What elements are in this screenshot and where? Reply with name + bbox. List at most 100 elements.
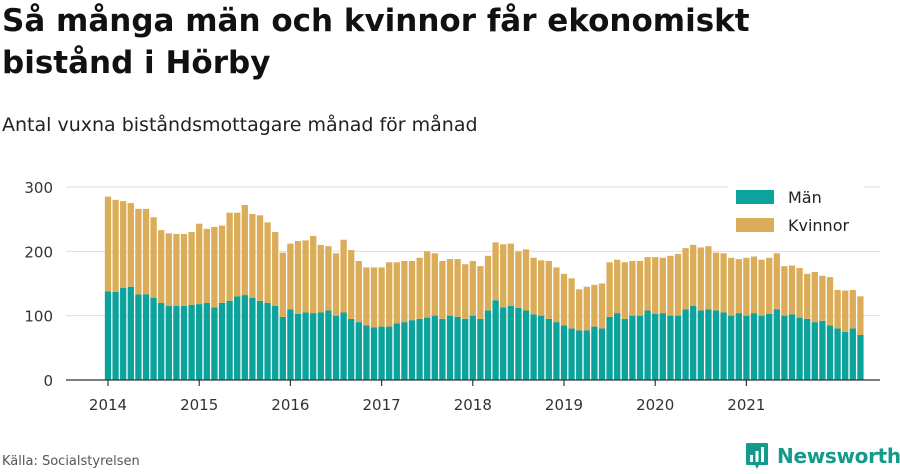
bar-man xyxy=(401,322,408,380)
bar-woman xyxy=(340,239,347,313)
bar-woman xyxy=(150,217,157,298)
bar-man xyxy=(150,297,157,380)
chart-title: Så många män och kvinnor får ekonomiskt … xyxy=(2,3,750,81)
bar-woman xyxy=(332,253,340,316)
bar-woman xyxy=(614,259,621,314)
bar-woman xyxy=(674,253,682,316)
bar-man xyxy=(446,315,454,380)
bar-woman xyxy=(705,246,712,310)
x-tick-label: 2018 xyxy=(454,396,492,414)
bar-man xyxy=(750,313,758,380)
bar-man xyxy=(454,316,461,380)
bar-man xyxy=(682,309,689,380)
bar-woman xyxy=(849,289,856,329)
bar-woman xyxy=(500,244,507,308)
bar-woman xyxy=(462,264,469,319)
bar-woman xyxy=(507,243,514,307)
bar-man xyxy=(188,304,195,380)
bar-woman xyxy=(416,257,423,319)
bar-man xyxy=(500,307,507,380)
bar-woman xyxy=(819,275,826,321)
bar-man xyxy=(674,315,682,380)
bar-woman xyxy=(667,255,674,316)
bar-man xyxy=(560,325,568,380)
bar-man xyxy=(515,307,522,380)
bar-woman xyxy=(104,196,112,292)
bar-woman xyxy=(439,260,446,319)
y-tick-label: 100 xyxy=(24,308,53,326)
bar-man xyxy=(712,310,720,380)
bar-woman xyxy=(241,205,248,296)
bar-woman xyxy=(363,267,370,326)
bar-man xyxy=(165,306,172,380)
bar-man xyxy=(530,314,537,380)
bar-man xyxy=(173,306,180,380)
axes: 0 100 200 300 2014 2015 2016 2017 2018 2019 2020 20… xyxy=(24,179,880,414)
bar-woman xyxy=(690,244,697,307)
bar-man xyxy=(621,318,628,380)
bar-woman xyxy=(652,257,659,314)
bar-man xyxy=(135,294,142,380)
chart-subtitle: Antal vuxna biståndsmottagare månad för … xyxy=(2,114,478,136)
bar-man xyxy=(302,312,309,380)
bar-woman xyxy=(446,259,454,316)
bar-woman xyxy=(826,277,834,326)
bar-man xyxy=(484,310,492,380)
bar-woman xyxy=(370,267,378,328)
bar-man xyxy=(735,313,742,380)
brand-name: Newsworthy xyxy=(777,444,900,468)
bar-man xyxy=(583,330,590,380)
bar-man xyxy=(545,318,552,380)
bar-woman xyxy=(568,278,575,329)
bar-man xyxy=(196,304,203,380)
bar-man xyxy=(728,315,735,380)
bar-man xyxy=(568,328,575,380)
bar-man xyxy=(773,309,780,380)
bar-man xyxy=(538,315,545,380)
bar-woman xyxy=(857,296,864,335)
bar-man xyxy=(218,302,226,380)
bar-man xyxy=(804,318,811,380)
bar-man xyxy=(370,327,378,380)
legend-swatch xyxy=(736,218,774,232)
bar-woman xyxy=(720,253,727,313)
newsworthy-logo: Newsworthy xyxy=(745,441,900,471)
bar-woman xyxy=(127,203,134,287)
bar-woman xyxy=(279,252,286,317)
bar-woman xyxy=(431,253,438,316)
bar-man xyxy=(180,306,188,380)
bar-man xyxy=(758,315,765,380)
bar-man xyxy=(492,300,499,380)
legend-label: Män xyxy=(788,188,822,207)
bar-man xyxy=(142,294,150,380)
bar-woman xyxy=(811,271,818,323)
bar-man xyxy=(120,288,127,380)
bar-man xyxy=(279,316,286,380)
source-note: Källa: Socialstyrelsen xyxy=(2,454,140,469)
bar-woman xyxy=(355,260,362,323)
bar-woman xyxy=(545,260,552,319)
bar-man xyxy=(834,328,841,380)
bar-man xyxy=(591,326,598,380)
bar-woman xyxy=(386,262,393,327)
bar-man xyxy=(234,296,241,380)
bar-woman xyxy=(158,230,165,303)
bar-man xyxy=(849,328,856,380)
bar-woman xyxy=(302,240,309,313)
bar-woman xyxy=(218,225,226,303)
bar-man xyxy=(743,315,750,380)
bar-woman xyxy=(112,199,119,292)
bar-woman xyxy=(629,260,636,316)
bar-man xyxy=(348,318,355,380)
bar-woman xyxy=(728,257,735,316)
bar-woman xyxy=(743,257,750,316)
bar-man xyxy=(310,313,317,380)
bar-man xyxy=(272,306,279,380)
x-tick-label: 2021 xyxy=(727,396,765,414)
bar-woman xyxy=(644,257,651,311)
bar-woman xyxy=(135,208,142,295)
bar-woman xyxy=(515,251,522,308)
bar-woman xyxy=(424,251,431,318)
bar-man xyxy=(598,328,606,380)
y-tick-label: 0 xyxy=(43,372,53,390)
